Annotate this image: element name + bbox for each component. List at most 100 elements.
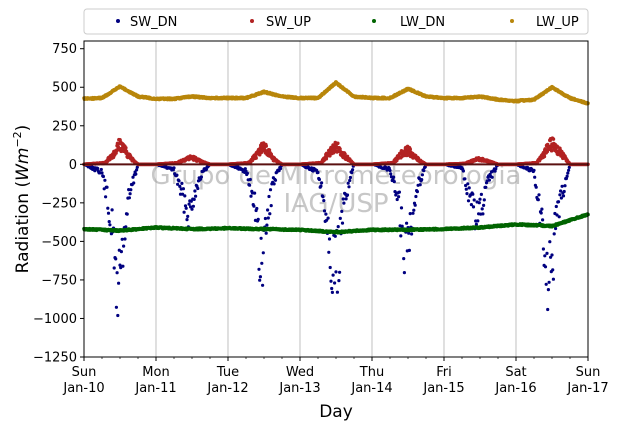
data-point: [194, 194, 198, 198]
data-point: [327, 250, 331, 254]
data-point: [101, 174, 105, 179]
data-point: [543, 254, 547, 258]
data-point: [125, 212, 129, 216]
legend-label-sw-up: SW_UP: [266, 15, 311, 30]
data-point: [119, 250, 123, 254]
data-point: [189, 205, 193, 209]
watermark-line-2: IAG/USP: [283, 189, 388, 219]
data-point: [423, 165, 427, 169]
data-point: [192, 197, 196, 201]
data-point: [267, 194, 271, 199]
x-tick-label-date: Jan-13: [278, 381, 320, 396]
data-point: [565, 174, 569, 178]
y-axis-title-unit: Wm: [13, 148, 33, 181]
data-point: [252, 204, 256, 208]
data-point: [120, 237, 124, 241]
y-tick-label: −250: [41, 196, 77, 211]
data-point: [464, 183, 468, 188]
data-point: [268, 212, 272, 216]
data-point: [407, 231, 411, 235]
data-point: [482, 198, 486, 202]
data-point: [466, 182, 470, 186]
data-point: [340, 221, 345, 225]
y-tick-label: −1250: [33, 351, 77, 366]
data-point: [180, 181, 184, 185]
data-point: [551, 137, 556, 141]
data-point: [178, 184, 182, 188]
data-point: [182, 210, 186, 214]
x-tick-label-date: Jan-16: [494, 381, 536, 396]
series-layer: [82, 80, 590, 318]
data-point: [346, 181, 350, 185]
data-point: [338, 270, 342, 274]
data-point: [243, 167, 247, 171]
x-tick-label-day: Sun: [576, 365, 601, 380]
data-point: [177, 179, 181, 183]
data-point: [471, 205, 476, 209]
data-point: [256, 217, 260, 221]
y-tick-label: 0: [69, 158, 77, 173]
data-point: [254, 156, 258, 160]
data-point: [338, 216, 342, 220]
data-point: [272, 182, 276, 186]
data-point: [420, 178, 424, 182]
data-point: [490, 175, 494, 179]
data-point: [129, 188, 133, 192]
x-tick-label-day: Fri: [436, 365, 452, 380]
data-point: [273, 178, 278, 182]
data-point: [533, 175, 537, 179]
y-tick-label: 750: [52, 42, 77, 57]
data-point: [397, 190, 401, 194]
data-point: [563, 184, 567, 188]
data-point: [268, 188, 273, 192]
data-point: [264, 144, 269, 148]
data-point: [415, 190, 419, 194]
data-point: [548, 240, 552, 244]
x-tick-label-day: Tue: [216, 365, 239, 380]
data-point: [324, 212, 328, 216]
data-point: [461, 169, 465, 173]
data-point: [267, 148, 272, 152]
y-tick-label: 250: [52, 119, 77, 134]
data-point: [494, 167, 498, 171]
data-point: [322, 199, 326, 203]
data-point: [479, 192, 483, 196]
data-point: [330, 286, 334, 291]
data-point: [117, 281, 121, 285]
data-point: [559, 189, 563, 193]
data-point: [199, 175, 203, 179]
data-point: [562, 189, 566, 194]
data-point: [124, 225, 128, 229]
data-point: [255, 206, 259, 211]
x-axis-title: Day: [319, 402, 353, 422]
data-point: [187, 202, 191, 206]
data-point: [103, 178, 107, 182]
data-point: [181, 187, 185, 191]
legend-label-sw-dn: SW_DN: [130, 15, 177, 30]
data-point: [190, 207, 194, 211]
data-point: [552, 232, 556, 236]
y-axis-title-main: Radiation (: [13, 181, 33, 273]
data-point: [334, 270, 338, 274]
data-point: [545, 251, 549, 255]
data-point: [266, 208, 270, 212]
data-point: [477, 201, 481, 205]
data-point: [402, 271, 406, 275]
data-point: [321, 195, 325, 199]
data-point: [248, 177, 252, 182]
data-point: [537, 193, 541, 197]
data-point: [481, 212, 485, 216]
data-point: [557, 215, 561, 219]
data-point: [336, 225, 340, 229]
data-point: [122, 244, 126, 248]
data-point: [328, 265, 332, 270]
data-point: [474, 222, 478, 226]
data-point: [471, 192, 475, 196]
data-point: [392, 180, 396, 184]
data-point: [258, 278, 262, 282]
y-tick-label: −750: [41, 273, 77, 288]
data-point: [99, 167, 103, 172]
data-point: [350, 171, 354, 175]
data-point: [566, 171, 570, 175]
data-point: [105, 185, 109, 189]
